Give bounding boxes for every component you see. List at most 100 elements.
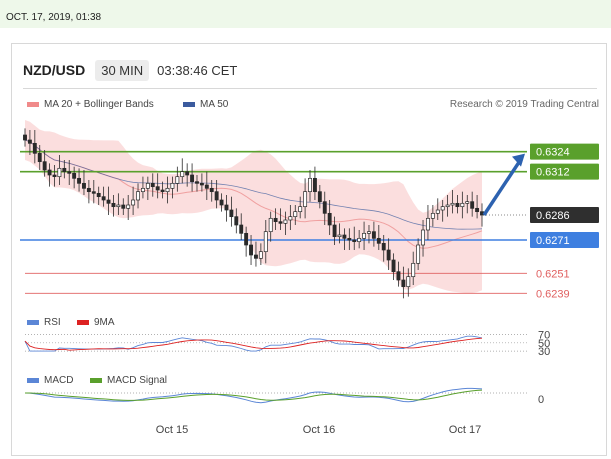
candle-body	[23, 134, 27, 141]
bollinger-band	[25, 120, 482, 294]
candle-body	[263, 231, 268, 253]
timestamp: OCT. 17, 2019, 01:38	[6, 12, 102, 23]
target-arrow-head	[512, 153, 525, 167]
candle-body	[234, 216, 239, 226]
candle-body	[126, 204, 131, 209]
header-divider	[23, 88, 597, 89]
candle-body	[199, 182, 204, 186]
candle-body	[131, 199, 136, 206]
candle-body	[425, 217, 430, 231]
candle-body	[278, 221, 283, 224]
candle-body	[401, 279, 406, 288]
candle-body	[460, 202, 465, 208]
legend-macd-signal-label: MACD Signal	[107, 375, 168, 386]
candle-body	[367, 231, 371, 234]
candle-body	[283, 219, 288, 224]
candle-body	[106, 199, 111, 204]
timeframe-badge[interactable]: 30 MIN	[95, 59, 150, 81]
candle-body	[219, 199, 224, 206]
candle-body	[37, 152, 42, 163]
rsi-ma-swatch-icon	[77, 320, 89, 325]
legend-bollinger: MA 20 + Bollinger Bands	[27, 99, 154, 110]
candle-body	[381, 242, 386, 251]
candle-body	[42, 161, 47, 171]
ma50-swatch-icon	[183, 102, 195, 107]
candle-body	[229, 209, 234, 218]
candle-body	[342, 234, 347, 239]
rsi-level-label: 30	[538, 346, 550, 358]
candle-body	[317, 191, 322, 203]
candle-body	[303, 191, 308, 208]
clock-label: 03:38:46 CET	[157, 62, 238, 78]
candle-body	[170, 182, 175, 189]
candle-body	[165, 187, 170, 193]
candle-body	[86, 187, 91, 193]
bollinger-swatch-icon	[27, 102, 39, 107]
candle-body	[77, 177, 82, 184]
candle-body	[160, 189, 165, 193]
candle-body	[57, 167, 62, 178]
candle-body	[298, 206, 303, 213]
candle-body	[185, 171, 190, 176]
candle-body	[155, 186, 160, 191]
candle-body	[322, 201, 327, 214]
candle-body	[332, 224, 337, 238]
candle-body	[32, 142, 37, 154]
level-tag-current	[530, 207, 599, 223]
rsi-level-label: 70	[538, 329, 550, 341]
legend-rsi-ma: 9MA	[77, 317, 115, 328]
chart-card: NZD/USD 30 MIN 03:38:46 CET	[11, 43, 607, 456]
macd-signal-swatch-icon	[90, 378, 102, 383]
candle-body	[421, 229, 425, 246]
candle-body	[175, 176, 180, 184]
candle-body	[308, 177, 312, 193]
candle-body	[440, 206, 445, 211]
candle-body	[111, 202, 116, 208]
level-label-0.6286: 0.6286	[536, 210, 570, 222]
candle-body	[47, 169, 52, 176]
candle-body	[136, 191, 140, 201]
chart-header: NZD/USD 30 MIN 03:38:46 CET	[23, 59, 237, 81]
candle-body	[180, 171, 185, 178]
legend-macd: MACD	[27, 375, 73, 386]
candle-body	[244, 232, 249, 246]
candle-body	[465, 201, 470, 204]
legend-ma50: MA 50	[183, 99, 228, 110]
candle-body	[411, 262, 416, 278]
candle-body	[190, 174, 195, 183]
candle-body	[195, 181, 199, 184]
candle-body	[371, 231, 376, 239]
level-tag-0.6312	[530, 163, 599, 180]
candle-body	[327, 212, 332, 226]
candle-body	[258, 251, 263, 259]
x-tick-label: Oct 17	[449, 424, 481, 436]
candle-body	[455, 202, 460, 208]
credit-text: Research © 2019 Trading Central	[449, 99, 599, 110]
candle-body	[52, 174, 57, 178]
candle-body	[62, 167, 67, 173]
candle-body	[273, 217, 278, 223]
candle-body	[475, 207, 480, 213]
level-tag-0.6271	[530, 232, 599, 248]
candle-body	[268, 217, 273, 233]
legend-rsi-label: RSI	[44, 317, 61, 328]
legend-macd-signal: MACD Signal	[90, 375, 167, 386]
candle-body	[67, 171, 72, 174]
candle-body	[72, 172, 77, 179]
level-label-0.6312: 0.6312	[536, 167, 570, 179]
ma50-line	[24, 139, 483, 230]
level-label-0.6271: 0.6271	[536, 235, 570, 247]
level-label-0.6324: 0.6324	[536, 147, 570, 159]
candle-body	[145, 182, 150, 189]
candle-body	[140, 187, 145, 193]
candle-body	[224, 204, 229, 211]
candle-body	[416, 244, 421, 264]
candle-body	[204, 184, 209, 189]
symbol-label: NZD/USD	[23, 62, 86, 78]
candle-body	[82, 182, 86, 189]
candle-body	[357, 237, 362, 243]
top-bar: OCT. 17, 2019, 01:38	[0, 0, 611, 28]
legend-macd-label: MACD	[44, 375, 74, 386]
macd-zero-label: 0	[538, 394, 544, 406]
